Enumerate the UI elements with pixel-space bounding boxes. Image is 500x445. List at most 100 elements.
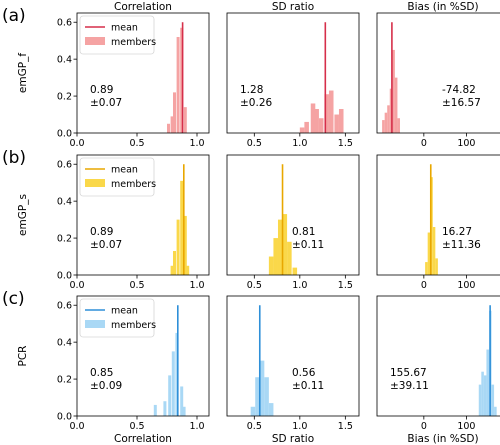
axes-frame — [76, 12, 210, 134]
y-tick-label: 0.4 — [57, 338, 72, 349]
histogram-bar — [182, 406, 186, 416]
histogram-bar — [180, 180, 184, 275]
histogram-bar — [180, 27, 184, 133]
histogram-bar — [168, 375, 172, 416]
stat-mean-value: 0.56 — [292, 367, 316, 379]
axes-frame — [376, 12, 500, 134]
histogram-bar — [435, 258, 438, 275]
stat-sd-value: ±0.07 — [90, 239, 122, 251]
legend-members-swatch — [85, 179, 105, 187]
column-title: Bias (in %SD) — [407, 1, 478, 13]
y-tick-label: 0.6 — [57, 18, 72, 29]
histogram-bar — [387, 105, 390, 133]
histogram-bar — [324, 94, 329, 133]
histogram-bar — [394, 77, 398, 133]
y-tick-label: 0.2 — [57, 375, 72, 386]
histogram-bar — [292, 267, 298, 275]
x-tick-label: 0.5 — [129, 280, 144, 291]
histogram-bar — [170, 265, 174, 275]
histogram-bar — [338, 109, 344, 133]
panel-letter: (a) — [2, 6, 26, 26]
histogram-bar — [277, 219, 283, 275]
stat-mean-value: 0.85 — [90, 367, 113, 379]
histogram-bar — [153, 404, 157, 416]
histogram-bar — [483, 375, 487, 416]
stat-sd-value: ±0.09 — [90, 380, 122, 392]
y-tick-label: 0.0 — [57, 129, 72, 140]
histogram-bar — [175, 332, 179, 416]
x-tick-label: 0.5 — [129, 138, 144, 149]
stat-mean-value: 0.81 — [292, 226, 315, 238]
axes-frame — [376, 154, 500, 276]
histogram-bar — [255, 377, 260, 416]
stat-sd-value: ±11.36 — [442, 239, 481, 251]
legend-members-swatch — [85, 320, 105, 328]
stat-mean-value: 155.67 — [390, 367, 427, 379]
histogram-bar — [314, 109, 319, 133]
x-tick-label: 0.0 — [69, 138, 84, 149]
histogram-bar — [163, 401, 167, 416]
histogram-bar — [318, 118, 324, 133]
x-tick-label: 100 — [457, 421, 475, 432]
histogram-bar — [268, 256, 274, 275]
legend-members-label: members — [111, 320, 156, 331]
histogram-bar — [427, 232, 431, 275]
y-tick-label: 0.4 — [57, 55, 72, 66]
histogram-bar — [183, 215, 187, 275]
stat-sd-value: ±0.11 — [292, 380, 324, 392]
x-tick-label: 100 — [457, 138, 475, 149]
x-tick-label: 0 — [421, 421, 427, 432]
stat-mean-value: -74.82 — [442, 84, 476, 96]
histogram-bar — [304, 121, 309, 133]
stat-sd-value: ±0.26 — [240, 97, 272, 109]
axes-frame — [76, 295, 210, 417]
x-tick-label: 100 — [457, 280, 475, 291]
x-tick-label: 0.5 — [247, 280, 262, 291]
histogram-bar — [167, 123, 170, 133]
histogram-bar — [268, 403, 274, 416]
row-ylabel: PCR — [17, 346, 29, 367]
x-tick-label: 0 — [421, 138, 427, 149]
axes-frame — [76, 154, 210, 276]
histogram-bar — [173, 92, 176, 133]
column-title: SD ratio — [272, 1, 314, 13]
legend-members-label: members — [111, 179, 156, 190]
x-axis-title: SD ratio — [272, 433, 314, 445]
x-axis-title: Bias (in %SD) — [407, 433, 478, 445]
histogram-bar — [397, 118, 400, 133]
legend-members-swatch — [85, 37, 105, 45]
histogram-bar — [287, 241, 292, 275]
y-tick-label: 0.2 — [57, 92, 72, 103]
stat-sd-value: ±39.11 — [390, 380, 429, 392]
histogram-bar — [250, 406, 256, 416]
histogram-bar — [494, 406, 497, 416]
histogram-bar — [384, 112, 388, 133]
histogram-bar — [176, 219, 180, 275]
stat-sd-value: ±16.57 — [442, 97, 481, 109]
axes-frame — [226, 154, 360, 276]
x-tick-label: 1.0 — [292, 138, 307, 149]
x-tick-label: 0.5 — [247, 421, 262, 432]
axes-frame — [226, 12, 360, 134]
histogram-bar — [183, 107, 187, 133]
histogram-bar — [170, 116, 174, 133]
stat-mean-value: 16.27 — [442, 226, 472, 238]
histogram-bar — [481, 371, 484, 416]
histogram-bar — [273, 238, 278, 275]
histogram-bar — [299, 127, 305, 133]
stat-mean-value: 1.28 — [240, 84, 263, 96]
column-title: Correlation — [114, 1, 172, 13]
histogram-bar — [328, 90, 334, 133]
legend-members-label: members — [111, 37, 156, 48]
x-tick-label: 0.0 — [69, 421, 84, 432]
y-tick-label: 0.4 — [57, 197, 72, 208]
panel-letter: (c) — [2, 289, 25, 309]
x-tick-label: 1.0 — [189, 138, 204, 149]
stat-sd-value: ±0.07 — [90, 97, 122, 109]
histogram-bar — [389, 88, 393, 133]
y-tick-label: 0.6 — [57, 160, 72, 171]
histogram-bar — [310, 103, 316, 133]
histogram-bar — [425, 262, 428, 275]
histogram-bar — [259, 360, 265, 416]
x-tick-label: 1.0 — [292, 280, 307, 291]
